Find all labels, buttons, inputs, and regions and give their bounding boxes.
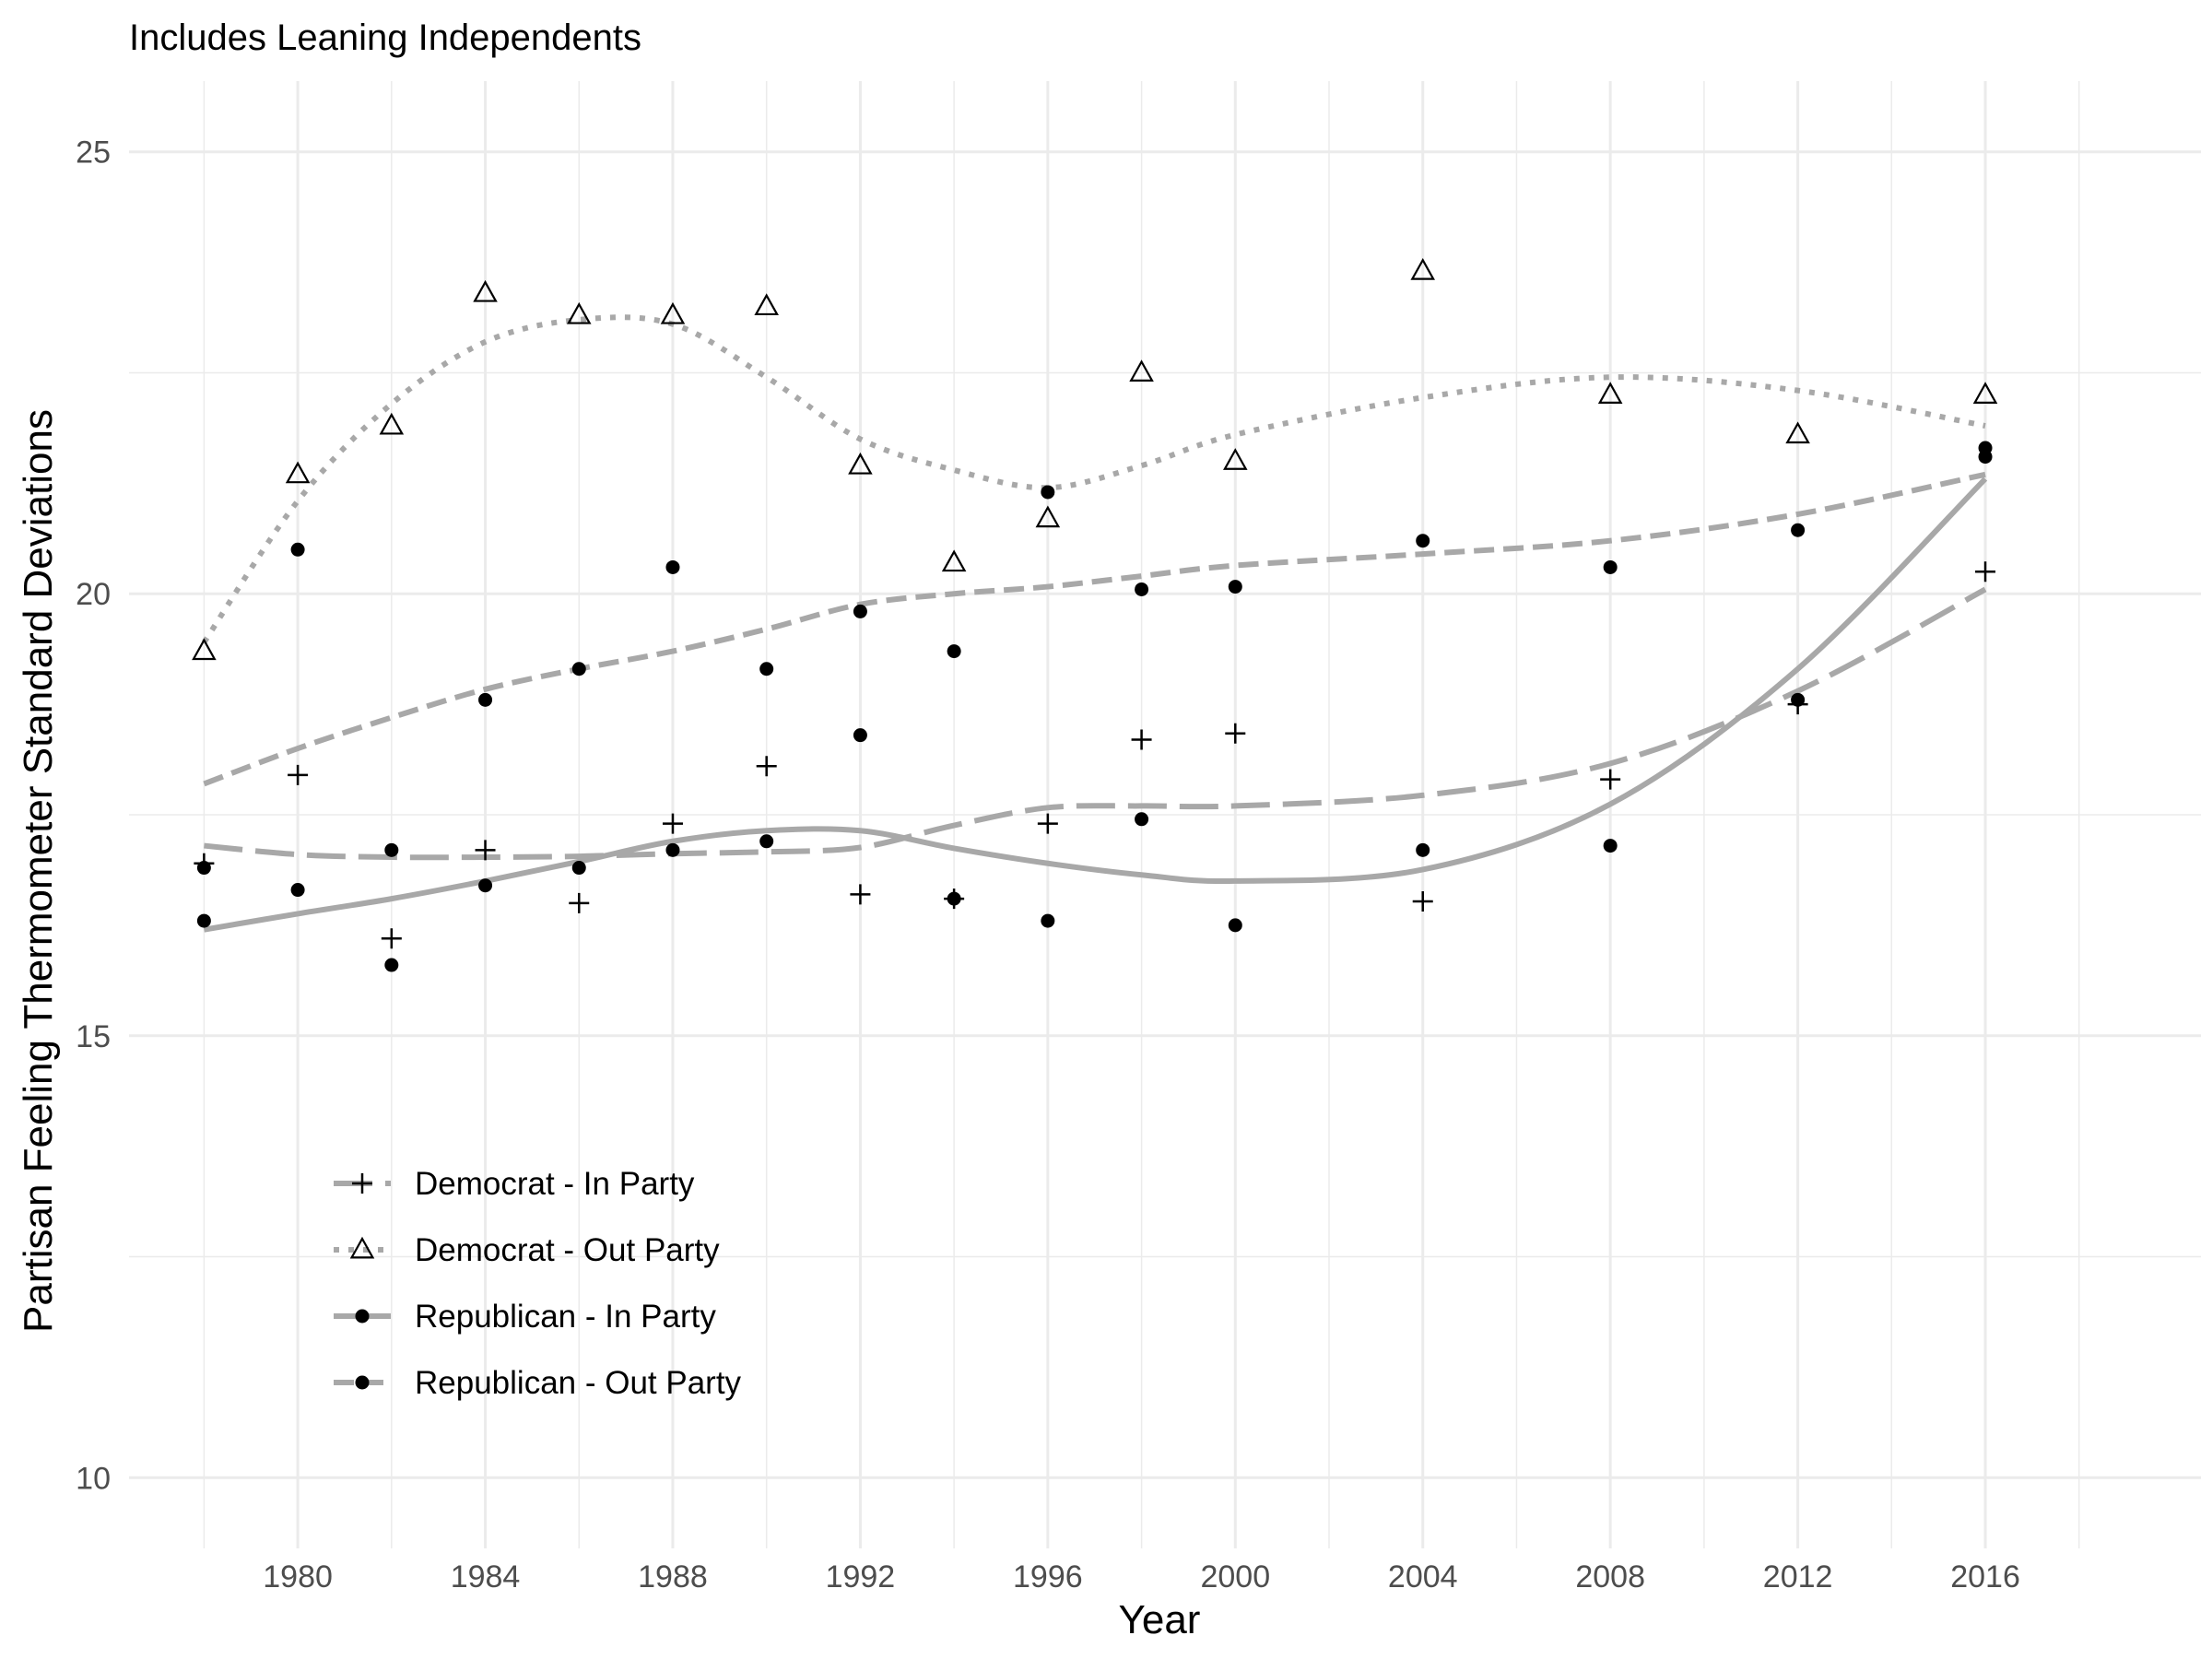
data-point-series-3 bbox=[1041, 485, 1055, 500]
data-point-series-1 bbox=[1597, 382, 1623, 404]
y-axis-title: Partisan Feeling Thermometer Standard De… bbox=[16, 409, 61, 1333]
data-point-series-0 bbox=[381, 928, 402, 949]
data-point-series-2 bbox=[571, 861, 586, 876]
data-point-series-1 bbox=[1410, 257, 1436, 280]
legend-label: Democrat - In Party bbox=[415, 1166, 695, 1202]
data-point-series-2 bbox=[853, 728, 867, 743]
x-axis-ticks: 1980 1984 1988 1992 1996 2000 2004 2008 2012 2016 bbox=[263, 1559, 2020, 1594]
data-point-series-2 bbox=[478, 878, 493, 893]
data-point-series-0 bbox=[1975, 561, 1996, 582]
data-point-series-3 bbox=[947, 644, 961, 659]
data-point-series-3 bbox=[1978, 441, 1993, 455]
data-point-series-2 bbox=[759, 834, 774, 849]
legend-key-marker bbox=[352, 1173, 372, 1194]
data-point-series-1 bbox=[660, 301, 686, 324]
data-point-series-2 bbox=[290, 883, 305, 898]
legend-label: Republican - In Party bbox=[415, 1299, 716, 1335]
data-point-series-1 bbox=[1223, 448, 1248, 470]
legend-key-marker bbox=[355, 1375, 370, 1390]
data-point-series-1 bbox=[754, 293, 779, 316]
data-point-series-3 bbox=[1603, 559, 1618, 574]
data-point-series-3 bbox=[478, 692, 493, 707]
x-tick-label: 2012 bbox=[1763, 1559, 1833, 1594]
data-point-series-1 bbox=[473, 279, 498, 302]
data-point-series-0 bbox=[569, 892, 590, 913]
data-point-series-1 bbox=[379, 412, 405, 435]
data-point-series-2 bbox=[1416, 842, 1430, 857]
y-tick-label: 25 bbox=[76, 135, 111, 171]
data-point-series-1 bbox=[1972, 382, 1998, 404]
data-point-series-3 bbox=[665, 559, 680, 574]
data-point-series-0 bbox=[1412, 890, 1433, 912]
legend-label: Democrat - Out Party bbox=[415, 1232, 720, 1268]
data-point-series-1 bbox=[1129, 359, 1154, 382]
data-point-series-3 bbox=[384, 842, 399, 857]
data-point-series-0 bbox=[850, 884, 871, 905]
data-point-series-3 bbox=[853, 604, 867, 618]
x-tick-label: 2004 bbox=[1388, 1559, 1458, 1594]
data-point-series-2 bbox=[947, 891, 961, 906]
legend-label: Republican - Out Party bbox=[415, 1365, 742, 1401]
x-axis-title: Year bbox=[1119, 1597, 1201, 1642]
trend-line-series-0 bbox=[204, 586, 1987, 861]
data-point-series-2 bbox=[384, 958, 399, 972]
data-point-series-0 bbox=[288, 764, 309, 785]
data-point-series-1 bbox=[848, 452, 873, 475]
data-point-series-1 bbox=[192, 638, 217, 661]
data-point-series-2 bbox=[1041, 913, 1055, 928]
y-axis-ticks: 10 15 20 25 bbox=[76, 135, 111, 1497]
x-tick-label: 1988 bbox=[638, 1559, 708, 1594]
data-point-series-0 bbox=[475, 840, 496, 861]
legend: Democrat - In Party Democrat - Out Party R… bbox=[334, 1166, 742, 1401]
data-point-series-1 bbox=[566, 301, 592, 324]
data-point-series-3 bbox=[1416, 534, 1430, 548]
data-point-series-2 bbox=[1228, 918, 1242, 933]
data-point-series-3 bbox=[759, 662, 774, 677]
data-point-series-2 bbox=[1135, 812, 1149, 827]
data-point-series-2 bbox=[1791, 692, 1806, 707]
legend-key-marker bbox=[355, 1309, 370, 1324]
data-point-series-0 bbox=[1225, 723, 1246, 744]
data-point-series-0 bbox=[662, 813, 683, 834]
data-point-series-3 bbox=[571, 662, 586, 677]
data-point-series-1 bbox=[285, 461, 311, 484]
data-point-series-2 bbox=[665, 842, 680, 857]
data-point-series-3 bbox=[290, 542, 305, 557]
data-point-series-1 bbox=[941, 549, 967, 572]
data-point-series-3 bbox=[1791, 523, 1806, 537]
x-tick-label: 1992 bbox=[826, 1559, 896, 1594]
y-tick-label: 20 bbox=[76, 577, 111, 612]
data-point-series-1 bbox=[1785, 421, 1810, 444]
x-tick-label: 1980 bbox=[263, 1559, 333, 1594]
data-point-series-0 bbox=[1600, 769, 1621, 790]
x-tick-label: 2008 bbox=[1575, 1559, 1645, 1594]
data-point-series-3 bbox=[196, 861, 211, 876]
legend-key-marker bbox=[349, 1236, 375, 1259]
y-tick-label: 15 bbox=[76, 1019, 111, 1054]
trend-line-series-2 bbox=[203, 477, 1988, 933]
data-point-series-0 bbox=[1037, 813, 1058, 834]
x-tick-label: 2016 bbox=[1950, 1559, 2020, 1594]
trend-line-series-1 bbox=[201, 314, 1986, 644]
data-points bbox=[192, 257, 1998, 972]
x-tick-label: 1984 bbox=[451, 1559, 521, 1594]
data-point-series-0 bbox=[1131, 729, 1152, 750]
smooth-lines bbox=[201, 314, 1988, 933]
data-point-series-3 bbox=[1135, 582, 1149, 596]
data-point-series-2 bbox=[196, 913, 211, 928]
trend-line-series-3 bbox=[203, 471, 1986, 787]
data-point-series-0 bbox=[756, 756, 777, 777]
data-point-series-3 bbox=[1228, 580, 1242, 594]
data-point-series-1 bbox=[1035, 505, 1061, 528]
y-tick-label: 10 bbox=[76, 1461, 111, 1496]
chart-subtitle: Includes Leaning Independents bbox=[129, 18, 641, 58]
x-tick-label: 2000 bbox=[1200, 1559, 1270, 1594]
data-point-series-2 bbox=[1603, 839, 1618, 853]
x-tick-label: 1996 bbox=[1013, 1559, 1083, 1594]
